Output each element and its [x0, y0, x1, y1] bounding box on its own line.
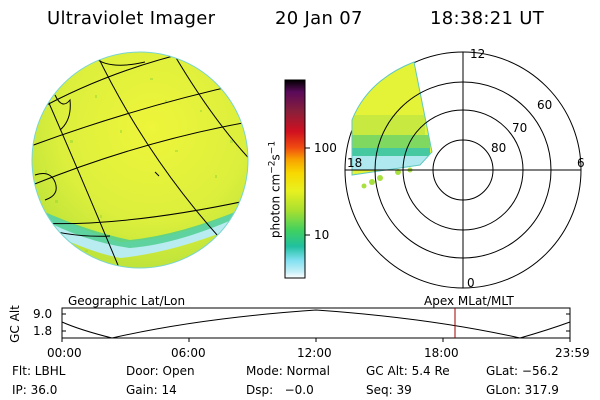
- info-glat: GLat: −56.2: [486, 364, 559, 378]
- app-title: Ultraviolet Imager: [47, 8, 216, 29]
- gc-alt-axis-title: GC Alt: [8, 305, 22, 343]
- y-tick-1-8: 1.8: [33, 324, 53, 338]
- date-label: 20 Jan 07: [275, 8, 363, 29]
- time-label: 18:38:21 UT: [430, 8, 545, 29]
- x-tick-0000: 00:00: [47, 346, 82, 360]
- lat-label-80: 80: [491, 141, 507, 155]
- orbit-plot: [61, 307, 571, 342]
- mlt-label-18: 18: [347, 156, 363, 170]
- earth-image: [31, 51, 249, 269]
- y-tick-9: 9.0: [33, 307, 53, 321]
- colorbar-unit-sup1: −2: [267, 160, 278, 174]
- x-tick-1800: 18:00: [424, 346, 459, 360]
- x-tick-0600: 06:00: [171, 346, 206, 360]
- polar-plot: [344, 51, 582, 289]
- colorbar-unit-sup2: −1: [267, 140, 278, 155]
- x-tick-2359: 23:59: [555, 346, 590, 360]
- info-seq: Seq: 39: [366, 383, 412, 397]
- apex-mlat-mlt-label: Apex MLat/MLT: [424, 294, 514, 308]
- colorbar-tick-10: 10: [314, 228, 330, 242]
- info-dsp: Dsp: −0.0: [246, 383, 314, 397]
- lat-label-70: 70: [512, 121, 528, 135]
- colorbar-unit-s: s: [268, 154, 283, 161]
- x-tick-1200: 12:00: [297, 346, 332, 360]
- info-gc-alt: GC Alt: 5.4 Re: [366, 364, 450, 378]
- colorbar: [284, 79, 306, 279]
- mlt-label-12: 12: [470, 47, 486, 61]
- geographic-latlon-label: Geographic Lat/Lon: [68, 294, 186, 308]
- info-ip: IP: 36.0: [12, 383, 58, 397]
- mlt-label-6: 6: [577, 156, 585, 170]
- colorbar-unit-label: photon cm−2s−1: [268, 120, 283, 260]
- info-door: Door: Open: [126, 364, 195, 378]
- altitude-curve: [61, 309, 571, 339]
- colorbar-unit-base: photon cm: [268, 173, 283, 239]
- info-filter: Flt: LBHL: [12, 364, 66, 378]
- info-gain: Gain: 14: [126, 383, 177, 397]
- lat-label-60: 60: [537, 98, 553, 112]
- colorbar-ticks: [305, 147, 310, 236]
- info-mode: Mode: Normal: [246, 364, 330, 378]
- info-glon: GLon: 317.9: [486, 383, 559, 397]
- colorbar-tick-100: 100: [314, 141, 337, 155]
- mlt-label-0: 0: [467, 276, 475, 290]
